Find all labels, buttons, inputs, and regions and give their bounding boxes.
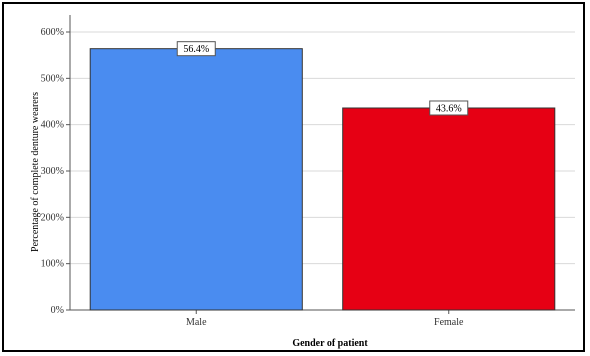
x-tick-label: Female [434, 317, 464, 328]
y-axis-title: Percentage of complete denture wearers [30, 92, 41, 252]
data-label: 56.4% [183, 44, 209, 55]
x-axis-title: Gender of patient [292, 338, 368, 349]
data-label: 43.6% [436, 103, 462, 114]
y-tick-label: 500% [41, 73, 64, 84]
y-tick-label: 100% [41, 259, 64, 270]
data-labels: 56.4% 43.6% [176, 41, 469, 116]
bars [89, 48, 556, 311]
y-tick-label: 300% [41, 166, 64, 177]
bar-female [342, 107, 556, 311]
data-label-box [176, 41, 216, 57]
y-tick-label: 200% [41, 212, 64, 223]
bar-male [89, 48, 303, 311]
y-tick-label: 600% [41, 27, 64, 38]
data-label-box [429, 100, 469, 116]
x-tick-label: Male [186, 317, 207, 328]
y-tick-label: 400% [41, 120, 64, 131]
y-tick-label: 0% [51, 305, 64, 316]
